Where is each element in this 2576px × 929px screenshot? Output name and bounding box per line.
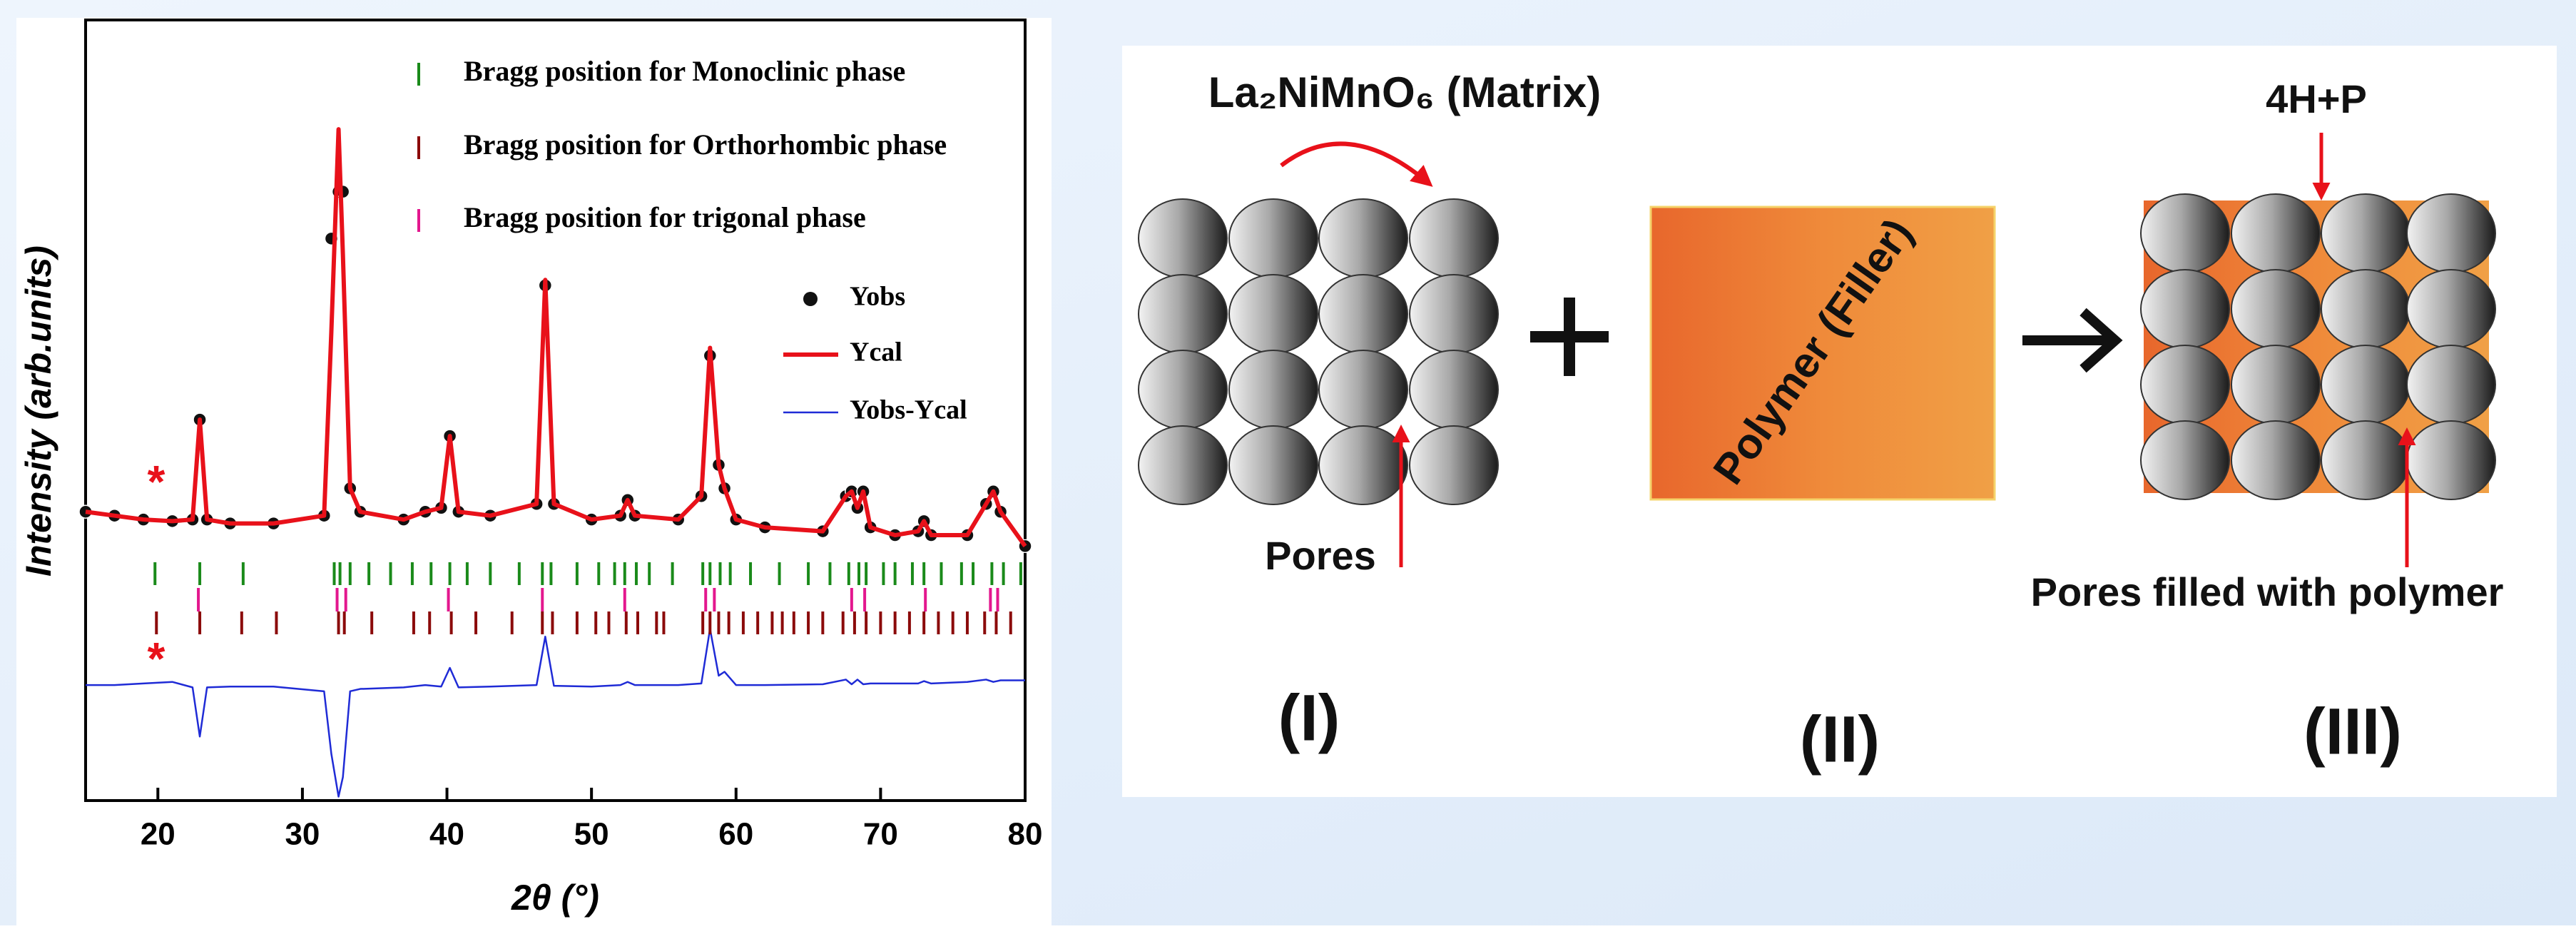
x-tick-label: 60 [718,817,753,852]
sphere [2231,345,2320,424]
sphere [1139,426,1227,504]
legend-label: Yobs [850,282,905,312]
sphere [2231,421,2320,499]
pores-label: Pores [1265,533,1376,578]
legend-label: Bragg position for Orthorhombic phase [464,128,947,161]
stage-label: (I) [1278,681,1340,754]
sphere [1229,199,1318,278]
legend-label: Bragg position for Monoclinic phase [464,55,905,87]
sphere [1319,350,1407,429]
sphere [2231,194,2320,273]
x-tick-label: 70 [863,817,898,852]
sphere [2407,345,2495,424]
x-tick-label: 20 [141,817,175,852]
sphere [1410,275,1498,353]
x-tick-label: 80 [1008,817,1043,852]
legend-label: Yobs-Ycal [850,395,967,425]
sphere [1410,350,1498,429]
x-tick-label: 30 [285,817,320,852]
sphere [2321,345,2410,424]
sphere [1139,275,1227,353]
sphere [1319,426,1407,504]
x-axis-label: 2θ (°) [511,878,599,918]
legend-label: Ycal [850,337,902,367]
sphere [2141,421,2229,499]
x-tick-label: 40 [429,817,464,852]
sphere [2321,270,2410,348]
figure: 20 30 40 50 60 70 80 2θ (°) Intensity (arb.units… [0,0,2576,925]
matrix-label: La₂NiMnO₆ (Matrix) [1208,68,1602,116]
legend-label: Bragg position for trigonal phase [464,201,866,233]
sphere [2141,345,2229,424]
product-label: 4H+P [2266,76,2367,121]
sphere [2321,421,2410,499]
x-tick-label: 50 [574,817,609,852]
sphere [1410,426,1498,504]
sphere [2141,270,2229,348]
sphere [2321,194,2410,273]
sphere [1410,199,1498,278]
sphere [1139,199,1227,278]
annotation: * [148,456,166,507]
legend-marker [803,292,818,306]
stage-label: (III) [2303,695,2402,768]
sphere [1229,426,1318,504]
sphere [2407,421,2495,499]
sphere [2231,270,2320,348]
sphere [2407,270,2495,348]
sphere [1319,199,1407,278]
sphere [1319,275,1407,353]
annotation: * [148,633,166,684]
sphere [2141,194,2229,273]
sphere [1139,350,1227,429]
sphere [1229,275,1318,353]
stage-label: (II) [1800,703,1880,776]
sphere [1229,350,1318,429]
sphere [2407,194,2495,273]
filled-pores-label: Pores filled with polymer [2031,569,2504,614]
y-axis-label: Intensity (arb.units) [19,245,58,577]
